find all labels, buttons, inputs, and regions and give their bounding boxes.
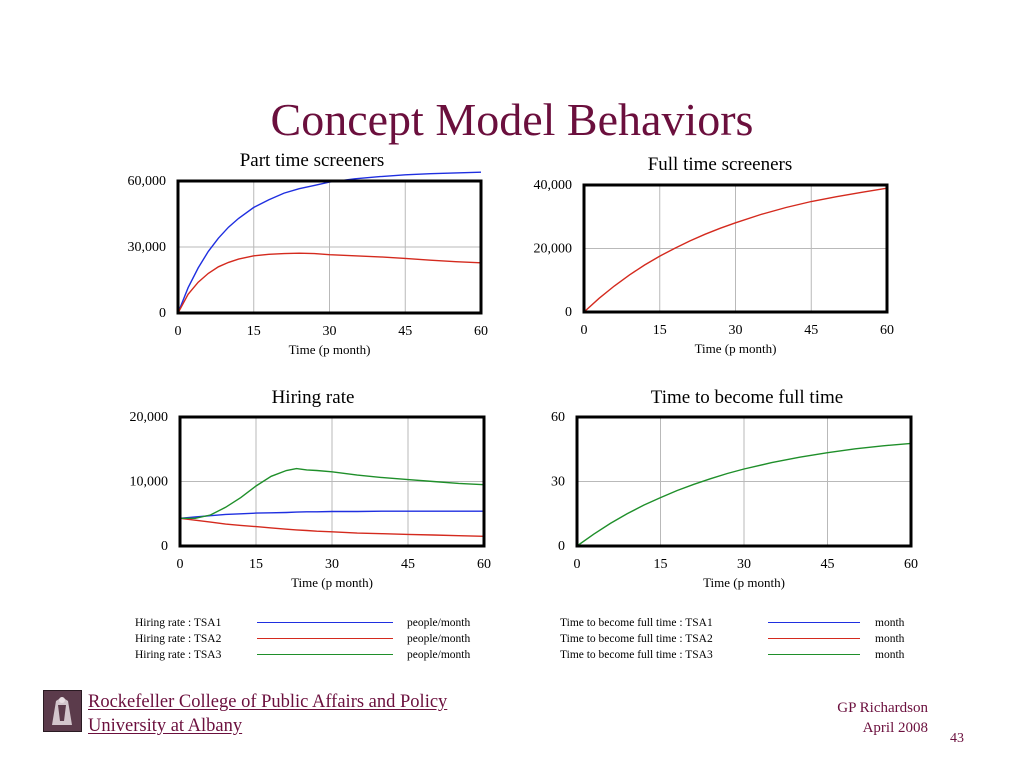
x-tick-label: 0 (177, 557, 184, 572)
x-tick-label: 60 (880, 323, 894, 338)
plot-frame (178, 415, 486, 548)
x-tick-label: 15 (654, 557, 668, 572)
legend-label: Hiring rate : TSA2 (135, 633, 222, 645)
legend-unit: month (875, 617, 905, 629)
chart-title: Part time screeners (240, 150, 385, 171)
x-tick-label: 60 (477, 557, 491, 572)
series-line-3 (180, 467, 485, 519)
page-number: 43 (950, 731, 964, 746)
legend-swatch-line (768, 638, 860, 639)
x-tick-label: 15 (653, 323, 667, 338)
legend-row: Time to become full time : TSA3 month (560, 647, 920, 663)
x-tick-label: 45 (398, 324, 412, 339)
footer-author: GP Richardson (837, 700, 928, 716)
legend-row: Time to become full time : TSA2 month (560, 631, 920, 647)
chart-2: Full time screeners 0 15 30 45 60 0 20,000 40,00… (534, 154, 895, 356)
footer-date: April 2008 (862, 720, 928, 736)
chart-4: Time to become full time 0 15 30 45 60 0 30 60 Ti… (551, 387, 918, 590)
x-tick-label: 30 (737, 557, 751, 572)
series-line-1 (583, 187, 888, 313)
legend-label: Hiring rate : TSA1 (135, 617, 222, 629)
legend-row: Hiring rate : TSA1 people/month (135, 615, 495, 631)
slide-title: Concept Model Behaviors (270, 94, 754, 145)
y-tick-label: 0 (565, 305, 572, 320)
x-tick-label: 0 (574, 557, 581, 572)
y-tick-label: 30,000 (128, 240, 167, 255)
y-tick-label: 0 (161, 539, 168, 554)
x-tick-label: 45 (401, 557, 415, 572)
y-tick-label: 10,000 (130, 475, 169, 490)
x-axis-label: Time (p month) (291, 575, 373, 590)
x-tick-label: 60 (904, 557, 918, 572)
x-tick-label: 0 (581, 323, 588, 338)
plot-frame (176, 179, 483, 315)
chart-title: Time to become full time (651, 387, 843, 408)
x-tick-label: 30 (323, 324, 337, 339)
x-tick-label: 45 (821, 557, 835, 572)
chart-1: Part time screeners 0 15 30 45 60 0 30,000 60,00… (128, 150, 489, 357)
x-tick-label: 30 (729, 323, 743, 338)
legend-swatch-line (768, 654, 860, 655)
y-tick-label: 60,000 (128, 174, 167, 189)
x-tick-label: 45 (804, 323, 818, 338)
plot-frame (582, 183, 889, 314)
footer-org-line1: Rockefeller College of Public Affairs an… (88, 692, 448, 712)
legend-label: Time to become full time : TSA3 (560, 649, 713, 661)
y-tick-label: 0 (558, 539, 565, 554)
x-tick-label: 15 (247, 324, 261, 339)
legend-unit: people/month (407, 633, 471, 645)
legend-unit: people/month (407, 649, 471, 661)
series-line-1 (177, 171, 482, 314)
legend-row: Hiring rate : TSA3 people/month (135, 647, 495, 663)
x-axis-label: Time (p month) (695, 341, 777, 356)
series-line-1 (179, 510, 484, 519)
plot-frame (575, 415, 913, 548)
x-tick-label: 0 (175, 324, 182, 339)
legend-row: Time to become full time : TSA1 month (560, 615, 920, 631)
legend-unit: people/month (407, 617, 471, 629)
college-logo-icon (43, 690, 82, 732)
chart-title: Hiring rate (272, 387, 355, 408)
y-tick-label: 30 (551, 475, 565, 490)
chart-3: Hiring rate 0 15 30 45 60 0 10,000 20,000 Time (p… (130, 387, 492, 590)
legend-swatch-line (257, 654, 393, 655)
footer-org-line2: University at Albany (88, 716, 243, 736)
legend-time-to-full-time: Time to become full time : TSA1 month Time… (560, 615, 920, 663)
legend-unit: month (875, 633, 905, 645)
series-line-1 (576, 442, 912, 547)
legend-swatch-line (768, 622, 860, 623)
y-tick-label: 20,000 (534, 242, 573, 257)
legend-label: Time to become full time : TSA2 (560, 633, 713, 645)
legend-label: Hiring rate : TSA3 (135, 649, 222, 661)
legend-swatch-line (257, 638, 393, 639)
legend-hiring-rate: Hiring rate : TSA1 people/month Hiring rat… (135, 615, 495, 663)
legend-swatch-line (257, 622, 393, 623)
chart-title: Full time screeners (648, 154, 793, 175)
x-tick-label: 30 (325, 557, 339, 572)
legend-label: Time to become full time : TSA1 (560, 617, 713, 629)
y-tick-label: 0 (159, 306, 166, 321)
x-axis-label: Time (p month) (703, 575, 785, 590)
x-tick-label: 60 (474, 324, 488, 339)
x-axis-label: Time (p month) (289, 342, 371, 357)
y-tick-label: 40,000 (534, 178, 573, 193)
series-line-2 (177, 252, 482, 314)
series-line-2 (179, 517, 485, 537)
legend-unit: month (875, 649, 905, 661)
y-tick-label: 60 (551, 410, 565, 425)
legend-row: Hiring rate : TSA2 people/month (135, 631, 495, 647)
y-tick-label: 20,000 (130, 410, 169, 425)
x-tick-label: 15 (249, 557, 263, 572)
